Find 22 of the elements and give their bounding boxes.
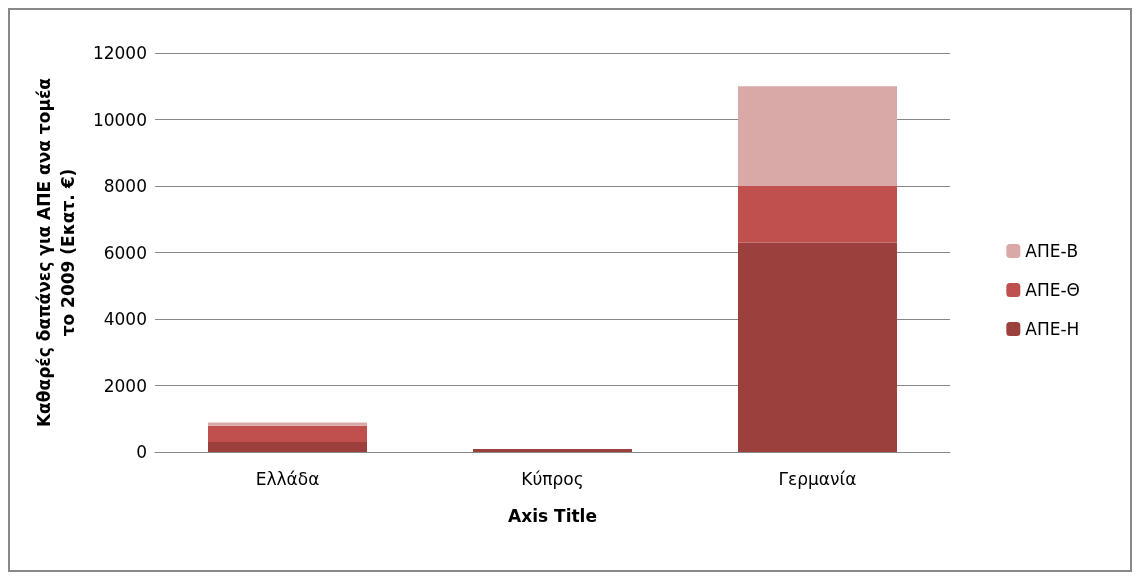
y-tick-label: 6000 bbox=[103, 242, 147, 263]
bar bbox=[208, 425, 367, 443]
y-tick-label: 8000 bbox=[103, 176, 147, 196]
legend-label: ΑΠΕ-Β bbox=[1025, 241, 1079, 261]
legend-label: ΑΠΕ-Θ bbox=[1025, 280, 1080, 300]
bar bbox=[473, 449, 632, 452]
x-tick-label: Γερμανία bbox=[778, 468, 857, 489]
bar bbox=[208, 422, 367, 426]
legend-label: ΑΠΕ-Η bbox=[1025, 319, 1080, 339]
bar bbox=[738, 242, 897, 452]
y-tick-label: 0 bbox=[136, 442, 147, 462]
y-tick-label: 2000 bbox=[103, 375, 147, 396]
y-axis-title: Καθαρές δαπάνες για ΑΠΕ ανα τομέα το 2009 (Εκατ. €) bbox=[34, 77, 78, 428]
y-tick-label: 12000 bbox=[92, 43, 147, 63]
bar bbox=[738, 86, 897, 186]
bar bbox=[738, 186, 897, 243]
y-tick-label: 4000 bbox=[103, 309, 147, 329]
y-tick-label: 10000 bbox=[92, 109, 147, 130]
bar bbox=[208, 442, 367, 452]
x-tick-label: Κύπρος bbox=[521, 468, 584, 489]
x-tick-label: Ελλάδα bbox=[255, 468, 320, 489]
x-axis-title: Axis Title bbox=[508, 505, 597, 526]
